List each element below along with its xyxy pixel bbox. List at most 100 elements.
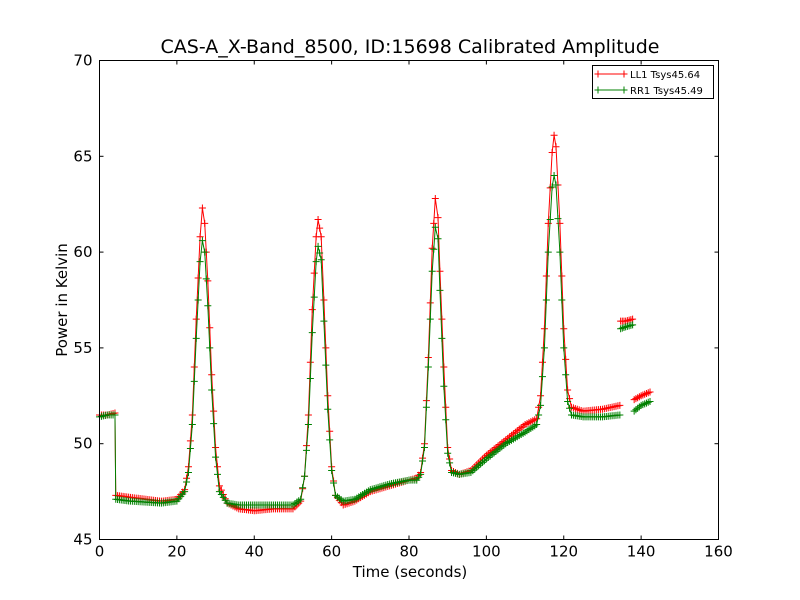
data-point — [538, 358, 546, 366]
series-rr1 — [96, 171, 654, 509]
data-point — [422, 403, 430, 411]
data-point — [616, 401, 624, 409]
y-tick-label: 55 — [73, 339, 92, 357]
data-point — [629, 321, 637, 329]
legend-marker-rr1 — [594, 86, 628, 94]
data-point — [533, 421, 541, 429]
legend-marker-ll1 — [594, 70, 628, 78]
x-tick-label: 120 — [549, 543, 578, 561]
data-point — [632, 406, 640, 414]
data-point — [436, 267, 444, 275]
data-point — [297, 495, 305, 503]
ticks-layer: 0 20 40 60 80 100 120 140 160 45 50 55 60 65 70 — [73, 52, 732, 561]
data-point — [544, 248, 552, 256]
x-tick-label: 40 — [245, 543, 264, 561]
data-point — [330, 479, 338, 487]
data-point — [302, 446, 310, 454]
data-point — [326, 436, 334, 444]
x-tick-label: 60 — [322, 543, 341, 561]
data-point — [546, 216, 554, 224]
data-point — [304, 421, 312, 429]
data-point — [440, 382, 448, 390]
data-point — [564, 386, 572, 394]
data-point — [314, 216, 322, 224]
series-layer — [96, 131, 654, 515]
data-point — [544, 219, 552, 227]
data-point — [310, 293, 318, 301]
data-point — [637, 401, 645, 409]
data-point — [444, 449, 452, 457]
data-point — [630, 407, 638, 415]
legend-marker-glyph — [594, 86, 602, 94]
data-point — [560, 325, 568, 333]
data-point — [442, 403, 450, 411]
data-point — [206, 344, 214, 352]
data-point — [556, 248, 564, 256]
data-point — [306, 358, 314, 366]
data-point — [198, 237, 206, 245]
data-point — [328, 467, 336, 475]
data-point — [616, 411, 624, 419]
legend-label-ll1: LL1 Tsys45.64 — [630, 70, 700, 81]
data-point — [320, 317, 328, 325]
data-point — [430, 219, 438, 227]
data-point — [194, 274, 202, 282]
legend-box — [592, 65, 714, 99]
data-point — [540, 325, 548, 333]
data-point — [417, 470, 425, 478]
data-point — [190, 377, 198, 385]
data-point — [320, 296, 328, 304]
data-point — [550, 131, 558, 139]
data-point — [194, 296, 202, 304]
data-point — [634, 404, 642, 412]
data-point — [196, 233, 204, 241]
data-point — [537, 401, 545, 409]
x-tick-label: 140 — [627, 543, 656, 561]
data-point — [426, 299, 434, 307]
data-point — [440, 363, 448, 371]
data-point — [642, 390, 650, 397]
data-point — [210, 420, 218, 428]
data-point — [542, 272, 550, 280]
data-point — [190, 363, 198, 371]
data-point — [322, 361, 330, 369]
data-point — [208, 371, 216, 379]
data-point — [426, 315, 434, 323]
data-point — [111, 411, 119, 419]
data-point — [419, 457, 427, 465]
data-point — [428, 244, 436, 252]
data-point — [442, 416, 450, 424]
legend-label-rr1: RR1 Tsys45.49 — [630, 86, 703, 97]
data-point — [550, 171, 558, 179]
data-point — [192, 315, 200, 323]
data-point — [644, 398, 652, 406]
data-point — [202, 275, 210, 283]
data-point — [637, 392, 645, 400]
data-point — [317, 256, 325, 264]
data-point — [204, 302, 212, 310]
y-axis-label: Power in Kelvin — [53, 243, 71, 357]
y-tick-label: 60 — [73, 243, 92, 261]
data-point — [198, 204, 206, 212]
data-point — [312, 258, 320, 266]
data-point — [560, 344, 568, 352]
x-axis-label: Time (seconds) — [352, 563, 468, 581]
data-point — [617, 325, 625, 333]
data-point — [556, 219, 564, 227]
legend-marker-glyph — [620, 70, 628, 78]
data-point — [212, 453, 220, 461]
data-point — [314, 242, 322, 250]
data-point — [558, 296, 566, 304]
data-point — [181, 488, 189, 496]
legend: LL1 Tsys45.64 RR1 Tsys45.49 — [592, 65, 714, 99]
data-point — [206, 324, 214, 332]
data-point — [196, 258, 204, 266]
data-point — [635, 403, 643, 411]
data-point — [214, 463, 221, 471]
data-point — [188, 421, 196, 429]
data-point — [301, 472, 309, 480]
data-point — [201, 219, 209, 227]
data-point — [436, 286, 444, 294]
data-point — [201, 248, 209, 256]
data-point — [564, 398, 572, 406]
